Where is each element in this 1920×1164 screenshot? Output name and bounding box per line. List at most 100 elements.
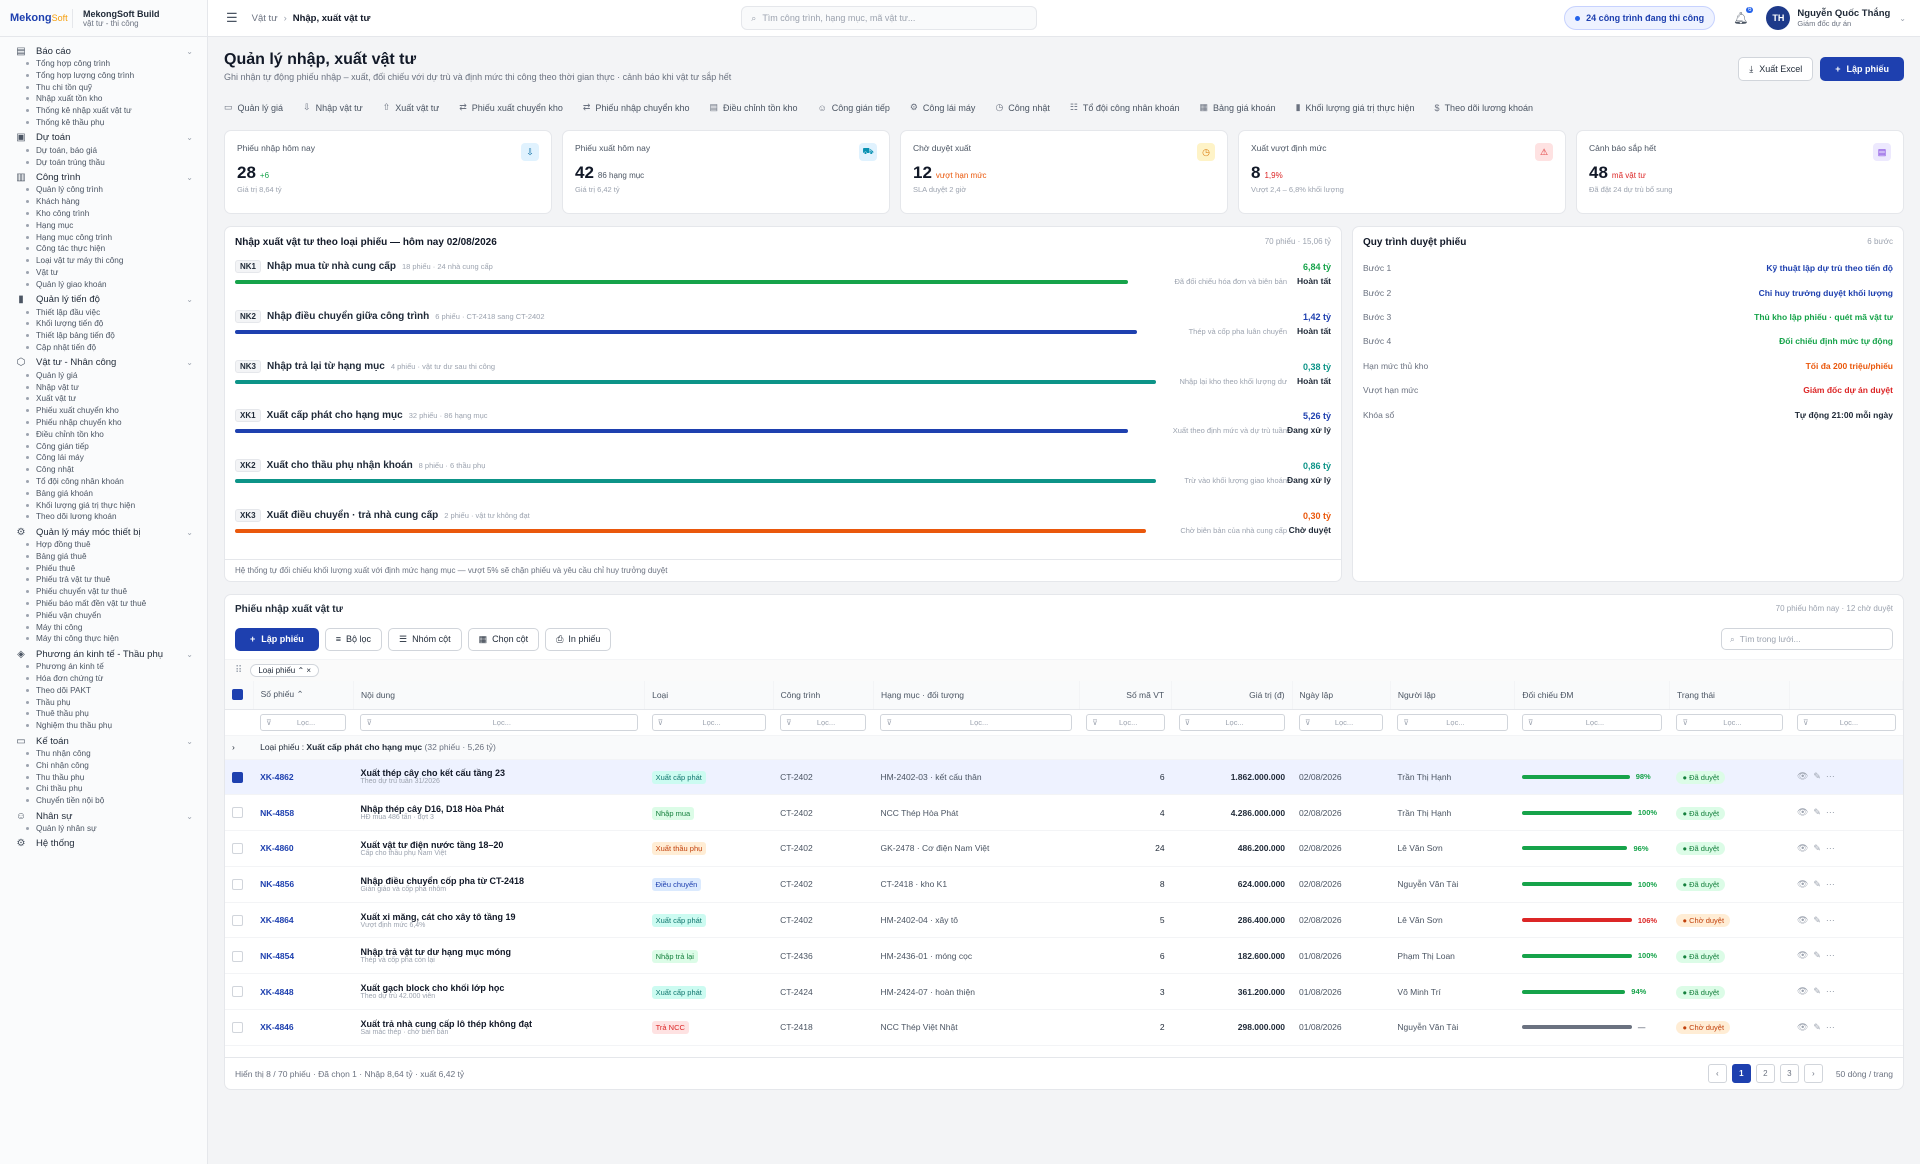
edit-icon[interactable]: ✎: [1813, 914, 1826, 925]
sidebar-item[interactable]: Công lái máy: [36, 452, 207, 464]
column-filter-input[interactable]: ⊽ Lọc...: [360, 713, 638, 731]
kpi-card[interactable]: Phiếu xuất hôm nay 42 86 hạng mục Giá trị…: [562, 130, 890, 214]
sidebar-item[interactable]: Quản lý giá: [36, 370, 207, 382]
row-checkbox[interactable]: [232, 843, 243, 855]
more-icon[interactable]: ⋯: [1825, 878, 1840, 889]
sidebar-item[interactable]: Phiếu trả vật tư thuê: [36, 574, 207, 586]
sidebar-item[interactable]: Theo dõi lương khoán: [36, 511, 207, 523]
create-voucher-button[interactable]: + Lập phiếu: [1820, 57, 1904, 81]
grid-search-input[interactable]: ⌕ Tìm trong lưới...: [1721, 628, 1893, 650]
page-button[interactable]: 2: [1755, 1064, 1775, 1083]
column-filter-input[interactable]: ⊽ Lọc...: [1521, 713, 1663, 731]
sidebar-item[interactable]: Nhập xuất tồn kho: [36, 93, 207, 105]
column-filter-input[interactable]: ⊽ Lọc...: [260, 713, 347, 731]
sidebar-item[interactable]: Phiếu chuyển vật tư thuê: [36, 586, 207, 598]
table-row[interactable]: XK-4864 Xuất xi măng, cát cho xây tô tần…: [225, 902, 1903, 939]
table-row[interactable]: NK-4858 Nhập thép cây D16, D18 Hòa Phát H…: [225, 794, 1903, 832]
sidebar-group-header[interactable]: ⚙ Hệ thống: [0, 837, 207, 851]
sidebar-group-header[interactable]: ◈ Phương án kinh tế - Thầu phụ ⌄: [0, 647, 207, 661]
sidebar-item[interactable]: Tổ đội công nhân khoán: [36, 476, 207, 488]
sidebar-item[interactable]: Quản lý nhân sự: [36, 823, 207, 835]
eye-icon[interactable]: 👁︎: [1796, 1021, 1814, 1032]
choose-columns-button[interactable]: ▦ Chọn cột: [467, 627, 540, 651]
flow-item[interactable]: XK2 Xuất cho thầu phụ nhận khoán 8 phiếu ·…: [235, 459, 1331, 509]
edit-icon[interactable]: ✎: [1813, 878, 1826, 889]
column-header[interactable]: Công trình: [773, 681, 874, 710]
edit-icon[interactable]: ✎: [1813, 950, 1826, 961]
more-icon[interactable]: ⋯: [1825, 1021, 1840, 1032]
eye-icon[interactable]: 👁︎: [1796, 842, 1814, 853]
sidebar-item[interactable]: Nhập vật tư: [36, 382, 207, 394]
module-tab[interactable]: ⇧ Xuất vật tư: [382, 102, 440, 113]
sidebar-item[interactable]: Khách hàng: [36, 196, 207, 208]
column-header[interactable]: Đối chiếu ĐM: [1514, 681, 1670, 710]
column-filter-input[interactable]: ⊽ Lọc...: [1086, 713, 1165, 731]
column-filter-input[interactable]: ⊽ Lọc...: [1676, 713, 1783, 731]
column-header[interactable]: Số mã VT: [1079, 681, 1173, 710]
group-columns-button[interactable]: ☰ Nhóm cột: [388, 627, 462, 651]
sidebar-item[interactable]: Cập nhật tiến độ: [36, 342, 207, 354]
module-tab[interactable]: ▦ Bảng giá khoán: [1199, 102, 1276, 113]
sidebar-item[interactable]: Quản lý giao khoán: [36, 279, 207, 291]
sidebar-group-header[interactable]: ▮ Quản lý tiến độ ⌄: [0, 293, 207, 307]
kpi-card[interactable]: Cảnh báo sắp hết 48 mã vật tư Đã đặt 24 d…: [1576, 130, 1904, 214]
column-header[interactable]: Người lập: [1390, 681, 1516, 710]
next-page-button[interactable]: ›: [1803, 1064, 1823, 1083]
sidebar-item[interactable]: Điều chỉnh tồn kho: [36, 429, 207, 441]
module-tab[interactable]: ☷ Tổ đội công nhân khoán: [1069, 102, 1180, 113]
chevron-down-icon[interactable]: ⌄: [1899, 13, 1906, 23]
export-excel-button[interactable]: ⤓ Xuất Excel: [1738, 57, 1814, 81]
column-header[interactable]: Hạng mục · đối tượng: [873, 681, 1080, 710]
more-icon[interactable]: ⋯: [1825, 842, 1840, 853]
module-tab[interactable]: ⇩ Nhập vật tư: [303, 102, 363, 113]
sidebar-item[interactable]: Thu chi tồn quỹ: [36, 82, 207, 94]
sidebar-item[interactable]: Chi nhận công: [36, 760, 207, 772]
table-row[interactable]: NK-4854 Nhập trả vật tư dư hạng mục móng…: [225, 937, 1903, 975]
menu-icon[interactable]: ☰: [226, 10, 238, 25]
sidebar-item[interactable]: Hóa đơn chứng từ: [36, 673, 207, 685]
breadcrumb-parent[interactable]: Vật tư: [251, 12, 278, 24]
flow-item[interactable]: XK1 Xuất cấp phát cho hạng mục 32 phiếu · …: [235, 409, 1331, 459]
column-filter-input[interactable]: ⊽ Lọc...: [1796, 713, 1896, 731]
table-row[interactable]: XK-4846 Xuất trả nhà cung cấp lô thép kh…: [225, 1009, 1903, 1046]
sidebar-item[interactable]: Công gián tiếp: [36, 441, 207, 453]
column-filter-input[interactable]: ⊽ Lọc...: [1299, 713, 1384, 731]
sidebar-item[interactable]: Phiếu nhập chuyển kho: [36, 417, 207, 429]
select-all-checkbox[interactable]: [232, 689, 243, 701]
sidebar-item[interactable]: Thu nhận công: [36, 748, 207, 760]
sidebar-item[interactable]: Dự toán, báo giá: [36, 145, 207, 157]
sidebar-item[interactable]: Thống kê nhập xuất vật tư: [36, 105, 207, 117]
table-row[interactable]: NK-4856 Nhập điều chuyển cốp pha từ CT-2…: [225, 866, 1903, 903]
group-chip[interactable]: Loại phiếu ⌃ ×: [250, 664, 320, 677]
sidebar-item[interactable]: Tổng hợp lượng công trình: [36, 70, 207, 82]
eye-icon[interactable]: 👁︎: [1796, 986, 1814, 997]
voucher-number[interactable]: XK-4864: [260, 915, 294, 926]
sidebar-item[interactable]: Phiếu thuê: [36, 563, 207, 575]
sidebar-item[interactable]: Khối lượng giá trị thực hiện: [36, 500, 207, 512]
brand-logo[interactable]: MekongSoft: [10, 12, 68, 24]
voucher-number[interactable]: NK-4856: [260, 879, 295, 890]
kpi-card[interactable]: Phiếu nhập hôm nay 28 +6 Giá trị 8,64 tỷ …: [224, 130, 552, 214]
edit-icon[interactable]: ✎: [1813, 986, 1826, 997]
page-button[interactable]: 3: [1779, 1064, 1799, 1083]
sidebar-item[interactable]: Quản lý công trình: [36, 184, 207, 196]
row-checkbox[interactable]: [232, 878, 243, 890]
column-header[interactable]: Ngày lập: [1292, 681, 1391, 710]
column-header[interactable]: Giá trị (đ): [1171, 681, 1293, 710]
column-header[interactable]: Loại: [644, 681, 774, 710]
module-tab[interactable]: ▮ Khối lượng giá trị thực hiện: [1295, 102, 1415, 113]
sidebar-item[interactable]: Phiếu xuất chuyển kho: [36, 405, 207, 417]
bell-icon[interactable]: 🔔︎ 6: [1733, 7, 1754, 25]
grid-create-button[interactable]: + Lập phiếu: [235, 627, 319, 651]
user-info[interactable]: Nguyễn Quốc Thắng Giám đốc dự án: [1797, 8, 1890, 28]
prev-page-button[interactable]: ‹: [1707, 1064, 1727, 1083]
eye-icon[interactable]: 👁︎: [1796, 807, 1814, 818]
eye-icon[interactable]: 👁︎: [1796, 771, 1814, 782]
sidebar-item[interactable]: Công nhật: [36, 464, 207, 476]
more-icon[interactable]: ⋯: [1825, 950, 1840, 961]
more-icon[interactable]: ⋯: [1825, 986, 1840, 997]
row-checkbox[interactable]: [232, 807, 243, 819]
column-filter-input[interactable]: ⊽ Lọc...: [1397, 713, 1508, 731]
voucher-number[interactable]: NK-4858: [260, 807, 295, 818]
sidebar-group-header[interactable]: ▤ Báo cáo ⌄: [0, 44, 207, 58]
